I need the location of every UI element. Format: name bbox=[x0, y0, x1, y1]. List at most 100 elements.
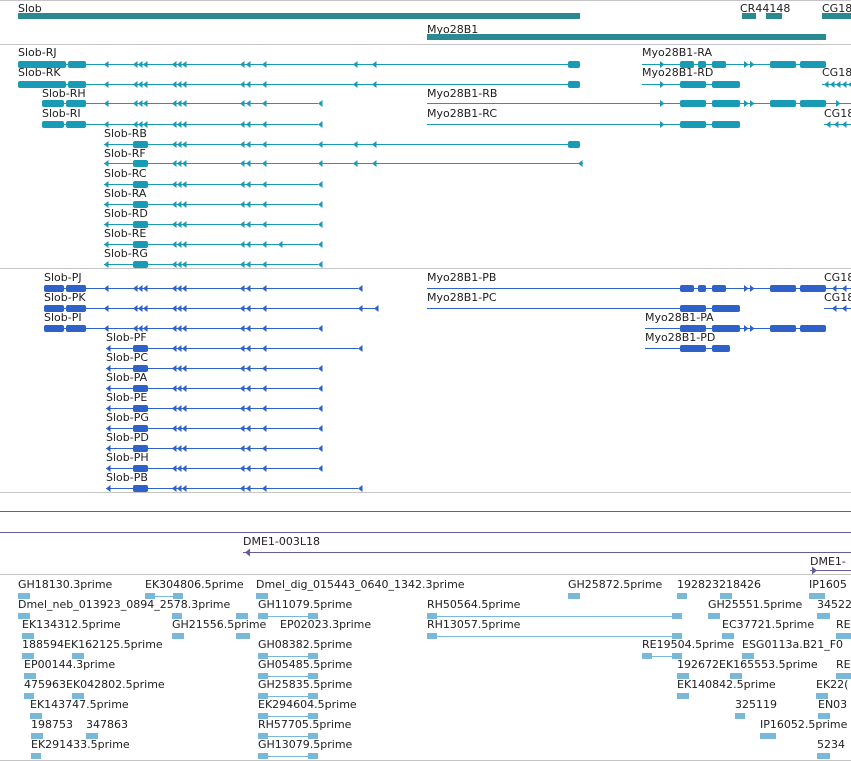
exon-block bbox=[68, 81, 86, 88]
transcript-line bbox=[106, 348, 358, 349]
est-block bbox=[172, 633, 184, 639]
est-block bbox=[677, 693, 689, 699]
gene-bar bbox=[427, 34, 826, 40]
exon-block bbox=[568, 81, 580, 88]
exon-block bbox=[568, 141, 580, 148]
transcript-label: Myo28B1-PD bbox=[645, 331, 716, 344]
transcript-label: Slob-RI bbox=[42, 107, 81, 120]
exon-block bbox=[800, 285, 826, 292]
transcript-label: Slob-PJ bbox=[44, 271, 82, 284]
est-label: GH11079.5prime bbox=[258, 598, 353, 611]
transcript-label: Slob-RA bbox=[104, 187, 147, 200]
est-block bbox=[735, 713, 745, 719]
est-line bbox=[258, 696, 318, 697]
est-block bbox=[677, 593, 687, 599]
est-label: EK143747.5prime bbox=[30, 698, 129, 711]
est-block bbox=[173, 593, 183, 599]
est-label: 192823218426 bbox=[677, 578, 761, 591]
exon-block bbox=[770, 100, 796, 107]
est-block bbox=[308, 673, 318, 679]
est-label: Dmel_neb_013923_0894_2578.3prime bbox=[18, 598, 231, 611]
est-block bbox=[818, 713, 830, 719]
est-block bbox=[427, 633, 437, 639]
exon-block bbox=[770, 61, 796, 68]
exon-block bbox=[712, 285, 726, 292]
est-label: 198753 bbox=[31, 718, 73, 731]
transcript-label: Slob-RE bbox=[104, 227, 147, 240]
transcript-label: Myo28B1-RD bbox=[642, 66, 714, 79]
est-line bbox=[258, 756, 318, 757]
transcript-label: Slob-PE bbox=[106, 391, 148, 404]
transcript-line bbox=[104, 244, 318, 245]
strand-arrow bbox=[318, 241, 323, 248]
transcript-label: Slob-RH bbox=[42, 87, 86, 100]
transcript-label: Slob-PB bbox=[106, 471, 148, 484]
est-block bbox=[72, 653, 84, 659]
est-label: EK304806.5prime bbox=[145, 578, 244, 591]
est-label: 188594EK162125.5prime bbox=[22, 638, 163, 651]
transcript-label: Myo28B1-PC bbox=[427, 291, 497, 304]
est-label: EK134312.5prime bbox=[22, 618, 121, 631]
est-block bbox=[722, 633, 734, 639]
exon-block bbox=[680, 121, 706, 128]
est-label: EK291433.5prime bbox=[31, 738, 130, 751]
transcript-line bbox=[824, 308, 851, 309]
est-block bbox=[24, 693, 34, 699]
exon-block bbox=[66, 305, 86, 312]
est-block bbox=[258, 693, 268, 699]
est-label: 347863 bbox=[86, 718, 128, 731]
exon-block bbox=[770, 325, 796, 332]
strand-arrow bbox=[358, 485, 363, 492]
exon-block bbox=[680, 305, 706, 312]
est-block bbox=[145, 593, 155, 599]
est-block bbox=[672, 633, 682, 639]
track-separator bbox=[0, 44, 851, 45]
transcript-label: Myo28B1-RA bbox=[642, 46, 712, 59]
est-block bbox=[568, 593, 580, 599]
exon-block bbox=[133, 201, 148, 208]
exon-block bbox=[133, 261, 148, 268]
est-block bbox=[236, 613, 248, 619]
exon-block bbox=[133, 385, 148, 392]
est-line bbox=[258, 736, 318, 737]
est-block bbox=[742, 653, 754, 659]
exon-block bbox=[66, 121, 86, 128]
gene-bar bbox=[766, 13, 782, 19]
est-block bbox=[836, 633, 851, 639]
est-block bbox=[172, 613, 182, 619]
gene-label: CR44148 bbox=[740, 2, 791, 15]
transcript-label: Slob-PF bbox=[106, 331, 147, 344]
est-block bbox=[642, 653, 652, 659]
transcript-label: Slob-RG bbox=[104, 247, 148, 260]
strand-arrow bbox=[318, 465, 323, 472]
est-block bbox=[258, 733, 268, 739]
transcript-line bbox=[104, 184, 318, 185]
est-block bbox=[427, 613, 437, 619]
exon-block bbox=[133, 221, 148, 228]
est-label: GH08382.5prime bbox=[258, 638, 353, 651]
est-label: RH13057.5prime bbox=[427, 618, 521, 631]
strand-arrow bbox=[318, 445, 323, 452]
est-block bbox=[308, 713, 318, 719]
exon-block bbox=[133, 445, 148, 452]
track-separator bbox=[0, 492, 851, 493]
est-line bbox=[258, 656, 318, 657]
exon-block bbox=[42, 100, 64, 107]
exon-block bbox=[68, 61, 86, 68]
transcript-line bbox=[427, 124, 740, 125]
est-label: RE19504.5prime bbox=[642, 638, 735, 651]
gene-bar bbox=[742, 13, 756, 19]
est-label: EK294604.5prime bbox=[258, 698, 357, 711]
exon-block bbox=[800, 325, 826, 332]
exon-block bbox=[712, 61, 726, 68]
exon-block bbox=[712, 325, 740, 332]
contig-track-line bbox=[0, 511, 851, 512]
transcript-label: Slob-RB bbox=[104, 127, 147, 140]
est-block bbox=[730, 673, 742, 679]
strand-arrow bbox=[318, 201, 323, 208]
transcript-line bbox=[18, 84, 580, 85]
transcript-line bbox=[104, 204, 318, 205]
est-block bbox=[672, 613, 682, 619]
transcript-line bbox=[822, 84, 851, 85]
est-block bbox=[31, 733, 43, 739]
